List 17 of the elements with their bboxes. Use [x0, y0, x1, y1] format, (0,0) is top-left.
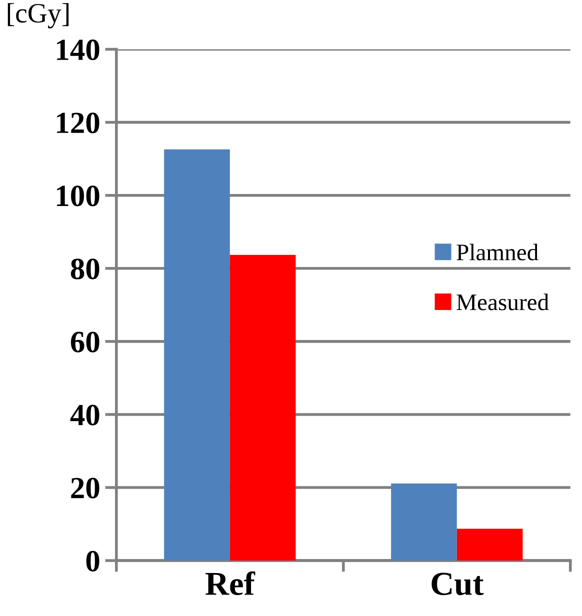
y-axis-title: [cGy]	[8, 3, 69, 28]
bar	[391, 484, 457, 561]
y-tick-label: 80	[70, 258, 100, 280]
legend-label: Measured	[456, 294, 549, 310]
x-tick-label: Cut	[432, 572, 484, 596]
y-tick-label: 100	[57, 186, 100, 206]
y-tick-label: 140	[57, 40, 100, 60]
bar	[456, 528, 523, 561]
y-tick-label: 20	[71, 478, 100, 498]
y-tick-label: 40	[70, 404, 100, 426]
legend-label: Plamned	[456, 244, 538, 260]
y-tick-label: 0	[86, 550, 100, 572]
bar	[230, 254, 296, 561]
y-tick-label: 60	[70, 332, 100, 352]
y-tick-label: 120	[57, 112, 100, 134]
bar	[164, 149, 230, 561]
x-tick-label: Ref	[205, 571, 256, 596]
